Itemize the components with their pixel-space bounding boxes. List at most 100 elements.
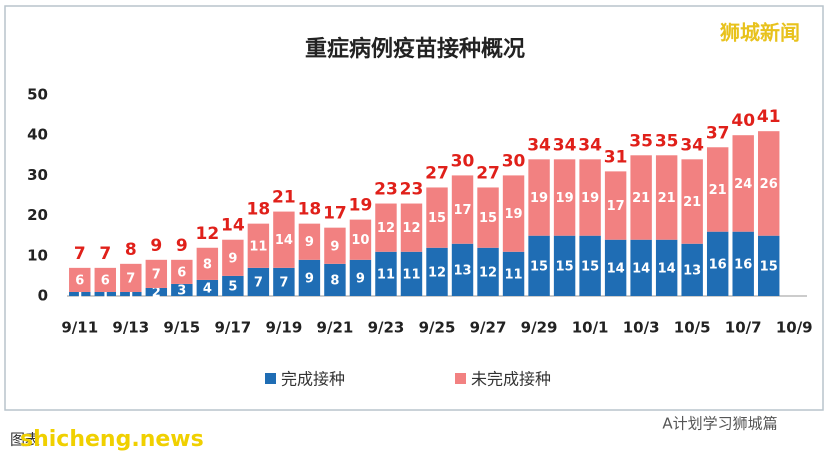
bar-segment bbox=[400, 203, 423, 252]
segment-label: 14 bbox=[658, 261, 676, 276]
bar-segment bbox=[451, 243, 474, 296]
bar-segment bbox=[758, 131, 780, 236]
total-label: 23 bbox=[374, 180, 398, 200]
segment-label: 12 bbox=[377, 221, 395, 236]
segment-label: 15 bbox=[428, 211, 446, 226]
bar-segment bbox=[528, 159, 550, 236]
total-label: 30 bbox=[451, 151, 475, 171]
total-label: 17 bbox=[323, 204, 347, 224]
bar-segment bbox=[273, 211, 295, 268]
segment-label: 24 bbox=[734, 177, 752, 192]
segment-label: 19 bbox=[530, 191, 548, 206]
total-label: 23 bbox=[400, 180, 424, 200]
watermark: 狮城新闻 bbox=[720, 21, 800, 45]
bar-segment bbox=[502, 251, 525, 296]
segment-label: 10 bbox=[351, 233, 369, 248]
segment-label: 15 bbox=[530, 259, 548, 274]
segment-label: 11 bbox=[377, 267, 395, 282]
bar-segment bbox=[145, 287, 168, 296]
x-tick-label: 9/21 bbox=[317, 319, 354, 337]
segment-label: 17 bbox=[453, 203, 471, 218]
legend-label: 未完成接种 bbox=[471, 370, 551, 389]
bar-segment bbox=[732, 231, 754, 296]
segment-label: 9 bbox=[356, 271, 365, 286]
x-tick-label: 9/17 bbox=[214, 319, 251, 337]
total-label: 21 bbox=[272, 188, 296, 208]
segment-label: 8 bbox=[203, 257, 212, 272]
segment-label: 3 bbox=[177, 283, 186, 298]
segment-label: 6 bbox=[101, 273, 110, 288]
legend-swatch bbox=[265, 373, 276, 384]
total-label: 31 bbox=[604, 147, 628, 167]
y-tick-label: 0 bbox=[38, 287, 48, 305]
segment-label: 11 bbox=[505, 267, 523, 282]
total-label: 41 bbox=[757, 107, 781, 127]
x-tick-label: 10/1 bbox=[572, 319, 609, 337]
segment-label: 1 bbox=[101, 287, 110, 302]
segment-label: 1 bbox=[75, 287, 84, 302]
segment-label: 12 bbox=[428, 265, 446, 280]
total-label: 37 bbox=[706, 123, 730, 143]
footer-site: shicheng.news bbox=[20, 427, 204, 452]
segment-label: 6 bbox=[75, 273, 84, 288]
bar-segment bbox=[451, 175, 474, 244]
bar-segment bbox=[681, 243, 703, 296]
bar-segment bbox=[604, 239, 627, 296]
bar-segment bbox=[196, 279, 219, 296]
bar-segment bbox=[247, 223, 270, 268]
segment-label: 11 bbox=[249, 239, 267, 254]
bar-segment bbox=[145, 259, 168, 288]
segment-label: 19 bbox=[581, 191, 599, 206]
segment-label: 5 bbox=[228, 279, 237, 294]
total-label: 7 bbox=[99, 244, 111, 264]
segment-label: 7 bbox=[126, 271, 135, 286]
bar-segment bbox=[655, 155, 678, 240]
bar-segment bbox=[426, 247, 448, 296]
bar-segment bbox=[171, 259, 193, 284]
segment-label: 17 bbox=[607, 199, 625, 214]
bar-segment bbox=[349, 259, 372, 296]
total-label: 19 bbox=[349, 196, 373, 216]
total-label: 9 bbox=[150, 236, 162, 256]
total-label: 27 bbox=[425, 163, 449, 183]
bar-segment bbox=[758, 235, 780, 296]
y-tick-label: 20 bbox=[27, 206, 48, 224]
total-label: 34 bbox=[578, 135, 602, 155]
bar-segment bbox=[528, 235, 550, 296]
bar-segment bbox=[655, 239, 678, 296]
bar-segment bbox=[477, 247, 499, 296]
bar-segment bbox=[273, 267, 295, 296]
segment-label: 14 bbox=[607, 261, 625, 276]
x-tick-label: 10/9 bbox=[776, 319, 813, 337]
bar-segment bbox=[324, 227, 346, 264]
x-tick-label: 9/29 bbox=[521, 319, 558, 337]
segment-label: 8 bbox=[330, 273, 339, 288]
total-label: 35 bbox=[655, 131, 679, 151]
segment-label: 19 bbox=[505, 207, 523, 222]
bar-segment bbox=[94, 291, 116, 296]
total-label: 34 bbox=[680, 135, 704, 155]
bar-segment bbox=[222, 275, 244, 296]
bar-segment bbox=[630, 239, 652, 296]
bar-segment bbox=[706, 147, 729, 232]
total-label: 7 bbox=[74, 244, 86, 264]
total-label: 18 bbox=[298, 200, 322, 220]
total-label: 35 bbox=[629, 131, 653, 151]
segment-label: 15 bbox=[581, 259, 599, 274]
x-tick-label: 10/3 bbox=[623, 319, 660, 337]
bar-segment bbox=[579, 235, 601, 296]
total-label: 27 bbox=[476, 163, 500, 183]
bar-segment bbox=[94, 267, 116, 292]
bar-segment bbox=[69, 267, 91, 292]
x-tick-label: 9/15 bbox=[163, 319, 200, 337]
x-tick-label: 9/11 bbox=[61, 319, 98, 337]
segment-label: 6 bbox=[177, 265, 186, 280]
segment-label: 14 bbox=[275, 233, 293, 248]
segment-label: 1 bbox=[126, 287, 135, 302]
total-label: 12 bbox=[196, 224, 220, 244]
segment-label: 7 bbox=[152, 267, 161, 282]
bar-segment bbox=[349, 219, 372, 260]
footer-left: 图表 bbox=[10, 431, 40, 449]
segment-label: 4 bbox=[203, 281, 212, 296]
segment-label: 16 bbox=[734, 257, 752, 272]
